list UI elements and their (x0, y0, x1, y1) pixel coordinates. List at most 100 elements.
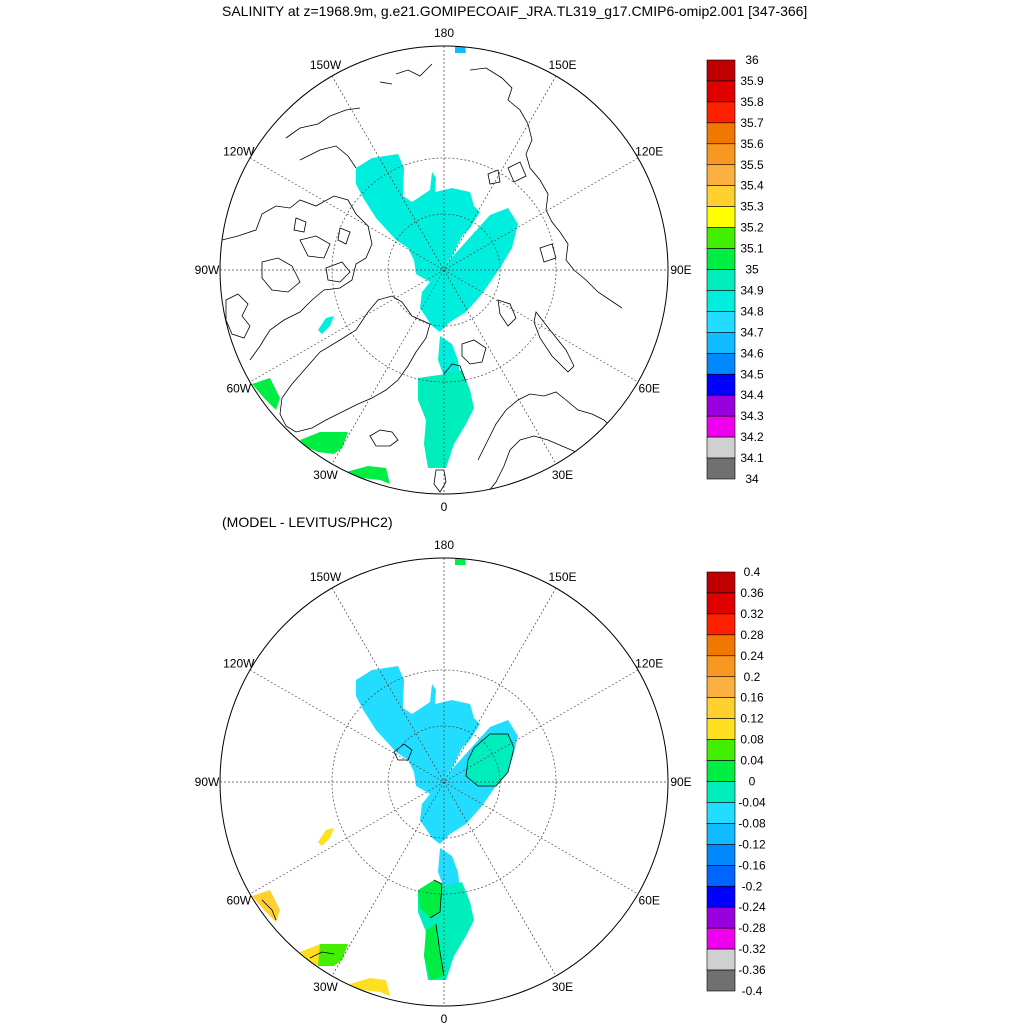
colorbar-label: -0.36 (738, 963, 766, 977)
coast-canada (221, 195, 373, 361)
map-panel-difference: 180 150W 150E 120W 120E 90W 90E 60W 60E 30W 30E 0 0… (195, 538, 766, 1024)
longitude-label: 30E (552, 980, 573, 994)
colorbar-swatch (706, 969, 736, 992)
colorbar-swatch (706, 844, 736, 866)
colorbar-swatch (706, 864, 736, 887)
coast-iceland (369, 429, 399, 447)
coast-uk (433, 469, 447, 493)
field-region-arctic-basin (356, 154, 518, 332)
colorbar-swatch (706, 613, 736, 636)
colorbar-label: -0.16 (738, 858, 766, 872)
colorbar-label: 34.5 (740, 367, 764, 381)
colorbar-swatch (706, 311, 736, 333)
coast-siberia (469, 67, 623, 309)
colorbar: 0.4 0.36 0.32 0.28 0.24 0.2 0.16 0.12 0.08 0.04 0 -… (706, 565, 766, 998)
colorbar-label: 0.08 (740, 733, 764, 747)
contour-line (261, 899, 277, 921)
longitude-label: 120E (635, 657, 663, 671)
colorbar-swatch (706, 164, 736, 187)
longitude-label: 180 (434, 538, 454, 552)
colorbar-label: 34.6 (740, 346, 764, 360)
longitude-label: 60E (639, 382, 660, 396)
field-region-eurasian-anomaly (466, 734, 514, 786)
field-region-bering (455, 46, 466, 53)
colorbar-swatch (706, 394, 736, 417)
coast-alaska (285, 63, 433, 169)
longitude-label: 90E (670, 263, 691, 277)
field-region-irminger (300, 432, 348, 454)
graticule (220, 46, 668, 494)
coast-novaya-zemlya (498, 812, 574, 884)
coast-scandinavia (478, 904, 622, 1004)
colorbar-label: 0.04 (740, 754, 764, 768)
colorbar-label: 35.7 (740, 116, 764, 130)
contour-line (465, 733, 515, 787)
colorbar-swatch (706, 760, 736, 782)
colorbar-swatch (706, 80, 736, 103)
colorbar-swatch (706, 59, 736, 82)
colorbar-swatch (706, 697, 736, 719)
longitude-label: 60W (226, 382, 251, 396)
longitude-label: 180 (434, 26, 454, 40)
colorbar-label: -0.24 (738, 900, 766, 914)
colorbar-label: -0.12 (738, 837, 766, 851)
colorbar-swatch (706, 436, 736, 459)
colorbar-label: 34.7 (740, 325, 764, 339)
coast-alaska (286, 576, 432, 680)
coast-hudson (226, 806, 250, 850)
colorbar-swatch (706, 906, 736, 929)
coastline-layer (222, 576, 622, 1004)
field-region-fram-strait (438, 336, 460, 382)
coast-greenland (280, 808, 430, 944)
colorbar-label: 0.4 (744, 565, 761, 579)
colorbar-label: 34.4 (740, 388, 764, 402)
colorbar-label: 0.16 (740, 691, 764, 705)
field-region-labrador (252, 378, 280, 410)
colorbar-label: 35.1 (740, 242, 764, 256)
graticule (220, 558, 668, 1006)
longitude-label: 150E (548, 58, 576, 72)
colorbar-swatch (706, 718, 736, 740)
longitude-label: 60W (226, 894, 251, 908)
coastline-layer (221, 63, 623, 493)
field-region-arctic-basin (356, 666, 518, 844)
coast-iceland (370, 942, 398, 958)
colorbar-swatch (706, 185, 736, 207)
colorbar-label: -0.32 (738, 942, 766, 956)
coast-hudson (225, 293, 251, 339)
colorbar-swatch (706, 823, 736, 845)
coast-scandinavia (477, 391, 623, 493)
colorbar-label: 0.2 (744, 670, 761, 684)
longitude-labels: 180 150W 150E 120W 120E 90W 90E 60W 60E 30W 30E 0 (195, 26, 692, 514)
colorbar-swatch (706, 655, 736, 678)
field-region-greenland-sea (418, 370, 474, 468)
longitude-label: 0 (441, 1012, 448, 1024)
longitude-label: 30W (313, 468, 338, 482)
colorbar-swatch (706, 373, 736, 396)
colorbar-swatch (706, 290, 736, 312)
colorbar-label: 35.3 (740, 200, 764, 214)
colorbar-label: 0.36 (740, 586, 764, 600)
colorbar-swatch (706, 948, 736, 971)
field-layer (252, 558, 518, 996)
colorbar-label: -0.08 (738, 816, 766, 830)
field-region-iceland-basin (346, 466, 390, 484)
field-layer (252, 46, 518, 484)
field-region-greenland-sea-green (418, 880, 444, 980)
colorbar-swatch (706, 248, 736, 270)
colorbar-label: 35.9 (740, 74, 764, 88)
coast-novaya-zemlya (497, 299, 575, 373)
field-region-bering (455, 558, 466, 565)
map-boundary (219, 45, 669, 495)
colorbar-label: 35 (745, 263, 759, 277)
coast-uk (434, 982, 446, 1004)
colorbar-label: 34 (745, 472, 759, 486)
colorbar-swatch (706, 332, 736, 354)
colorbar-swatch (706, 143, 736, 166)
longitude-label: 90W (195, 775, 220, 789)
colorbar-label: 35.5 (740, 158, 764, 172)
figure-title: SALINITY at z=1968.9m, g.e21.GOMIPECOAIF… (222, 3, 808, 19)
colorbar-label: -0.4 (742, 984, 763, 998)
colorbar-swatch (706, 781, 736, 803)
colorbar-swatch (706, 634, 736, 657)
